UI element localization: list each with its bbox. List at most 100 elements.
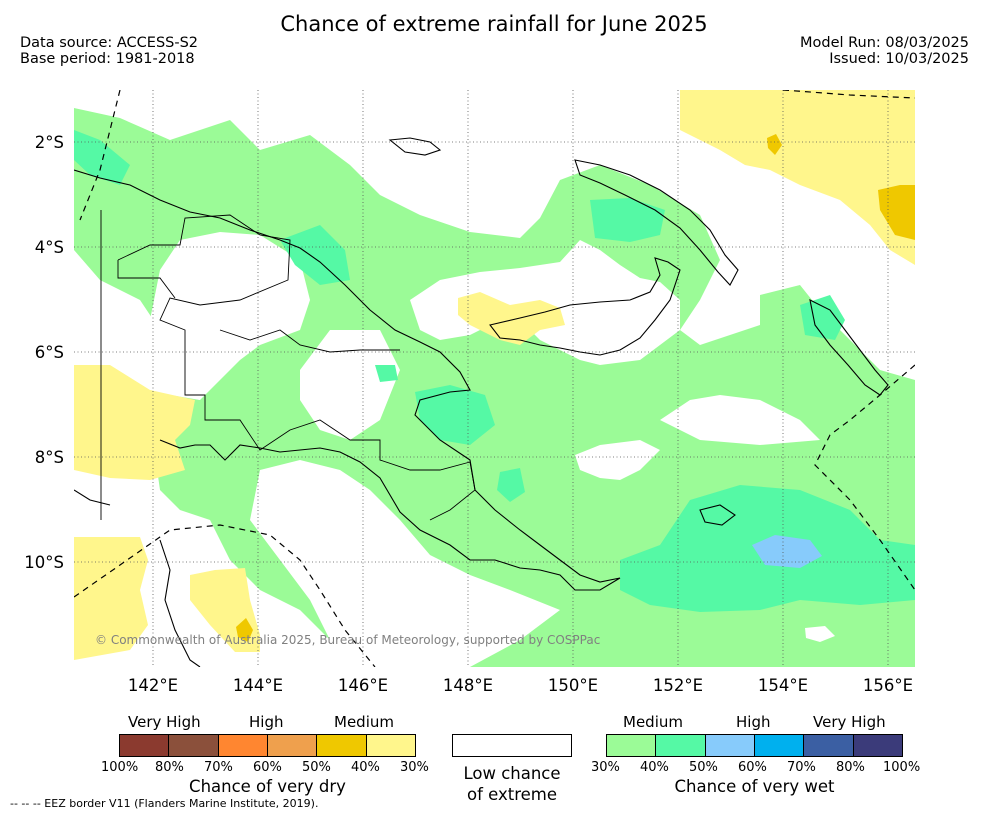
dry-40-50-region (878, 185, 915, 240)
wet-swatch (656, 735, 706, 756)
dry-tick: 40% (351, 760, 380, 775)
wet-tick: 100% (883, 760, 921, 775)
wet-swatch (853, 735, 902, 756)
wet-cat-high: High (736, 713, 771, 731)
neutral-caption: Low chance of extreme (442, 763, 582, 805)
lat-label: 10°S (24, 553, 64, 572)
dry-medium-region (680, 90, 915, 265)
gridlines (74, 90, 915, 667)
low-chance-area (660, 395, 820, 445)
lat-label: 4°S (35, 238, 64, 257)
rainfall-shading (74, 90, 915, 667)
province-borders (117, 214, 476, 521)
wet-40-50-region (497, 468, 525, 502)
dry-cat-high: High (249, 713, 284, 731)
province-borders (117, 260, 176, 299)
wet-40-50-region (590, 198, 665, 242)
dry-swatch (267, 735, 318, 756)
low-chance-area (300, 330, 400, 440)
dry-40-50-region (236, 618, 253, 642)
dry-swatch (169, 735, 219, 756)
torres-coast (74, 489, 111, 506)
lat-label: 6°S (35, 343, 64, 362)
lon-axis: 142°E 144°E 146°E 148°E 150°E 152°E 154°… (128, 676, 913, 695)
dry-cat-very-high: Very High (128, 713, 201, 731)
province-borders (219, 329, 400, 353)
new-britain-coast (489, 257, 681, 356)
fergusson-coast (699, 504, 736, 526)
meta-left: Data source: ACCESS-S2 Base period: 1981… (20, 35, 198, 67)
dry-medium-region (458, 292, 565, 345)
low-chance-area (74, 90, 300, 105)
dry-40-50-region (767, 134, 782, 155)
dry-tick: 30% (400, 760, 429, 775)
dry-colorbar (119, 734, 416, 757)
model-run-text: Model Run: 08/03/2025 (799, 35, 969, 51)
wet-swatch (754, 735, 805, 756)
eez-borders (74, 90, 915, 667)
lat-label: 2°S (35, 133, 64, 152)
dry-tick: 50% (302, 760, 331, 775)
wet-swatch (804, 735, 854, 756)
meta-right: Model Run: 08/03/2025 Issued: 10/03/2025 (800, 35, 969, 67)
lon-label: 146°E (338, 676, 388, 695)
wet-40-50-region (375, 365, 398, 382)
lon-label: 144°E (233, 676, 283, 695)
wet-tick: 40% (640, 760, 669, 775)
issued-text: Issued: 10/03/2025 (829, 51, 969, 67)
neutral-caption-line2: of extreme (466, 785, 558, 804)
map-title: Chance of extreme rainfall for June 2025 (280, 12, 708, 36)
dry-tick: 60% (253, 760, 282, 775)
lon-label: 152°E (653, 676, 703, 695)
dry-tick: 100% (101, 760, 139, 775)
coastlines (74, 137, 889, 667)
lon-label: 142°E (128, 676, 178, 695)
lon-label: 156°E (863, 676, 913, 695)
neutral-swatch (452, 734, 572, 757)
low-chance-area (74, 470, 180, 540)
wet-40-50-region (74, 130, 130, 185)
wet-40-50-region (280, 225, 350, 285)
base-period-text: Base period: 1981-2018 (20, 51, 195, 67)
dry-tick: 70% (204, 760, 233, 775)
dry-medium-region (74, 365, 195, 480)
wet-swatch (607, 735, 657, 756)
wet-swatch (705, 735, 755, 756)
borders (100, 210, 476, 521)
dry-cat-medium: Medium (334, 713, 394, 731)
copyright-text: © Commonwealth of Australia 2025, Bureau… (95, 633, 601, 647)
wet-tick: 60% (738, 760, 767, 775)
lon-label: 154°E (758, 676, 808, 695)
dry-swatch (317, 735, 367, 756)
wet-caption: Chance of very wet (674, 777, 835, 796)
data-source-text: Data source: ACCESS-S2 (20, 35, 199, 51)
lat-label: 8°S (35, 448, 64, 467)
low-chance-area (805, 626, 835, 642)
dry-caption: Chance of very dry (189, 777, 346, 796)
wet-colorbar (606, 734, 903, 757)
australia-coast (159, 539, 201, 667)
dry-medium-region (74, 537, 148, 660)
wet-cat-very-high: Very High (813, 713, 886, 731)
manus-coast (388, 137, 442, 156)
new-guinea-coast (74, 169, 621, 591)
dry-swatch (218, 735, 268, 756)
wet-tick: 70% (787, 760, 816, 775)
wet-cat-medium: Medium (623, 713, 683, 731)
dry-swatch (366, 735, 415, 756)
wet-tick: 50% (689, 760, 718, 775)
dry-tick: 80% (155, 760, 184, 775)
bougainville-coast (809, 299, 889, 396)
wet-tick: 80% (836, 760, 865, 775)
low-chance-area (575, 440, 660, 480)
neutral-caption-line1: Low chance (463, 764, 561, 783)
map-plot: 2°S 4°S 6°S 8°S 10°S 142°E 144°E 146°E 1… (24, 90, 915, 695)
lat-axis: 2°S 4°S 6°S 8°S 10°S (24, 133, 64, 572)
dry-swatch (120, 735, 170, 756)
wet-tick: 30% (591, 760, 620, 775)
low-chance-area (150, 232, 310, 400)
wet-50-60-region (752, 535, 822, 568)
lon-label: 148°E (443, 676, 493, 695)
wet-40-50-region (415, 385, 495, 445)
lon-label: 150°E (548, 676, 598, 695)
